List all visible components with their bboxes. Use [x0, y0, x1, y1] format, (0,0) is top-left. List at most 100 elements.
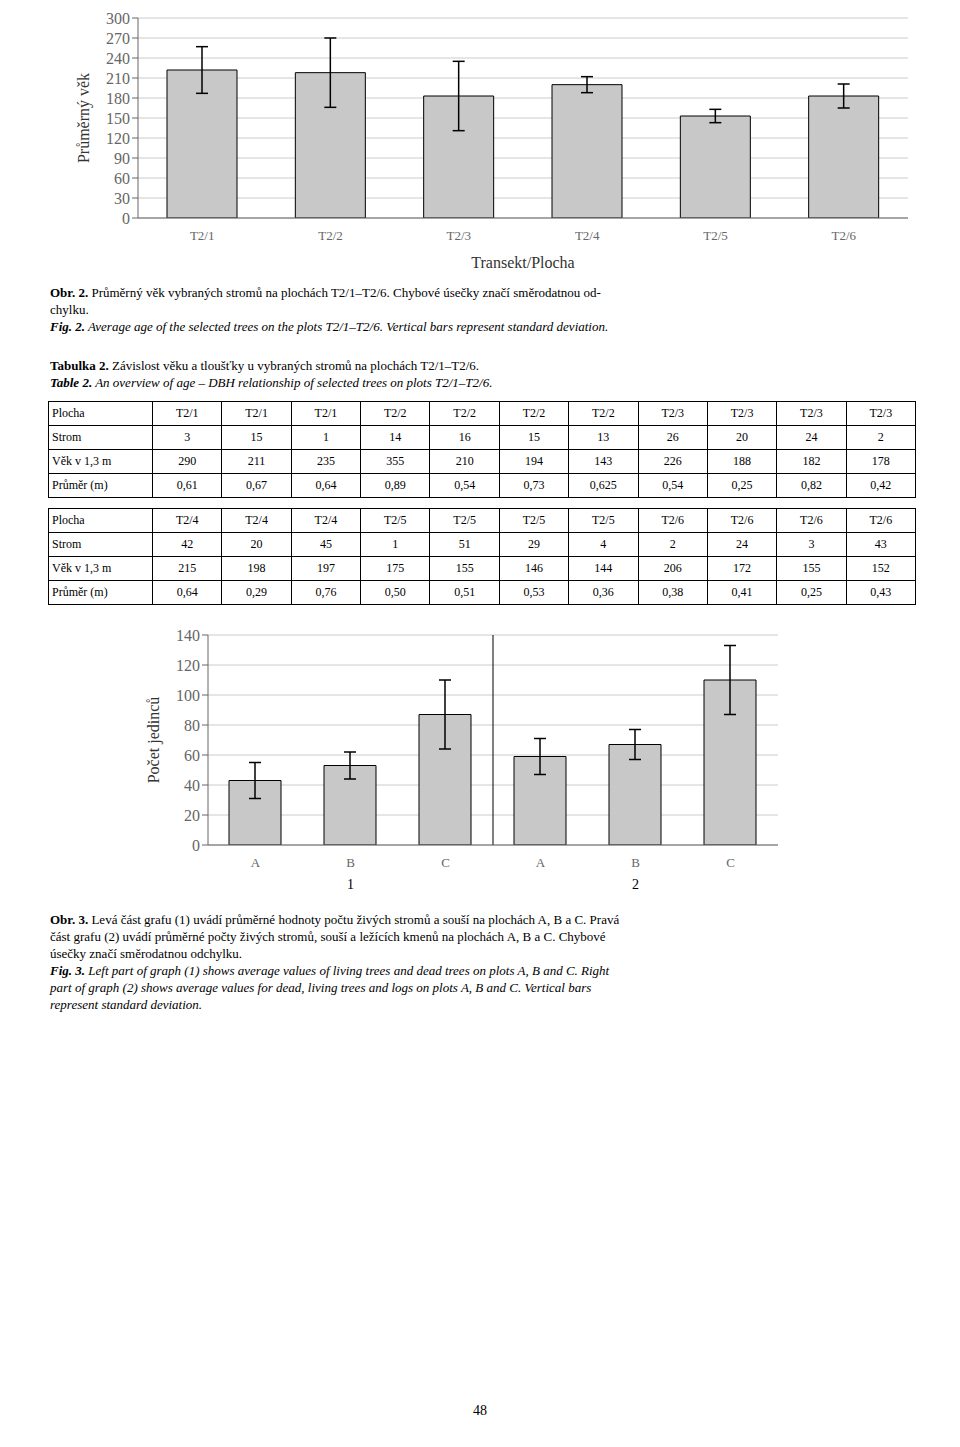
html-text:Věk v 1,3 m: Věk v 1,3 m — [52, 454, 112, 468]
svg-text:Počet jedinců: Počet jedinců — [145, 697, 163, 784]
html-text:T2/5: T2/5 — [592, 513, 615, 527]
html-text:T2/5: T2/5 — [522, 513, 546, 527]
html-text:část grafu (2) uvádí průměrné: část grafu (2) uvádí průměrné počty živý… — [50, 929, 606, 944]
html-text:Průměr (m): Průměr (m) — [52, 478, 108, 492]
svg-text:210: 210 — [106, 70, 130, 87]
svg-text:80: 80 — [184, 717, 200, 734]
svg-text:100: 100 — [176, 687, 200, 704]
html-text:úsečky značí směrodatnou odchy: úsečky značí směrodatnou odchylku. — [50, 946, 243, 961]
svg-text:60: 60 — [114, 170, 130, 187]
html-text:0,54: 0,54 — [454, 478, 476, 492]
html-text:T2/1: T2/1 — [175, 406, 199, 420]
svg-text:270: 270 — [106, 30, 130, 47]
svg-text:Průměrný věk: Průměrný věk — [75, 73, 93, 163]
html-text:355: 355 — [386, 454, 405, 468]
svg-text:C: C — [441, 855, 450, 870]
html-text:211: 211 — [247, 454, 266, 468]
html-text:T2/6: T2/6 — [800, 513, 823, 527]
svg-text:T2/5: T2/5 — [703, 228, 728, 243]
html-text:0,67: 0,67 — [246, 478, 268, 492]
svg-text:T2/4: T2/4 — [575, 228, 600, 243]
svg-text:40: 40 — [184, 777, 200, 794]
html-text:T2/6: T2/6 — [730, 513, 754, 527]
html-text:0,82: 0,82 — [800, 478, 822, 492]
html-text:0,89: 0,89 — [384, 478, 406, 492]
html-text:178: 178 — [871, 454, 890, 468]
svg-text:Transekt/Plocha: Transekt/Plocha — [471, 254, 574, 271]
svg-text:T2/2: T2/2 — [318, 228, 343, 243]
html-text:188: 188 — [733, 454, 752, 468]
svg-text:C: C — [726, 855, 735, 870]
html-text:represent standard deviation.: represent standard deviation. — [50, 997, 202, 1012]
svg-text:B: B — [631, 855, 640, 870]
html-text:0,25: 0,25 — [731, 478, 753, 492]
html-text:235: 235 — [316, 454, 335, 468]
html-text:Fig. 3. Left part of graph (1): Fig. 3. Left part of graph (1) shows ave… — [50, 963, 610, 978]
html-text:Strom: Strom — [52, 537, 82, 551]
html-text:T2/3: T2/3 — [800, 406, 823, 420]
html-text:T2/2: T2/2 — [522, 406, 546, 420]
html-text:198: 198 — [247, 561, 266, 575]
html-text:143: 143 — [594, 454, 613, 468]
svg-text:A: A — [251, 855, 261, 870]
html-text:182: 182 — [802, 454, 821, 468]
svg-text:T2/3: T2/3 — [447, 228, 472, 243]
html-text:T2/2: T2/2 — [592, 406, 615, 420]
html-text:215: 215 — [178, 561, 197, 575]
html-text:0,625: 0,625 — [589, 478, 617, 492]
svg-text:T2/6: T2/6 — [832, 228, 857, 243]
svg-text:300: 300 — [106, 10, 130, 27]
svg-text:0: 0 — [192, 837, 200, 854]
html-text:0,61: 0,61 — [176, 478, 198, 492]
html-text:T2/1: T2/1 — [245, 406, 268, 420]
html-text:T2/6: T2/6 — [661, 513, 685, 527]
svg-text:T2/1: T2/1 — [190, 228, 215, 243]
html-text:194: 194 — [525, 454, 543, 468]
html-text:T2/3: T2/3 — [661, 406, 685, 420]
html-text:Table 2. An overview of age –: Table 2. An overview of age – DBH relati… — [50, 375, 493, 390]
html-text:Tabulka 2. Závislost věku a tl: Tabulka 2. Závislost věku a tloušťky u v… — [50, 358, 480, 373]
svg-text:A: A — [536, 855, 546, 870]
svg-text:240: 240 — [106, 50, 130, 67]
html-text:T2/3: T2/3 — [730, 406, 754, 420]
html-text:Strom: Strom — [52, 430, 82, 444]
html-text:T2/5: T2/5 — [384, 513, 407, 527]
svg-text:180: 180 — [106, 90, 130, 107]
html-text:Plocha: Plocha — [52, 513, 85, 527]
html-text:T2/4: T2/4 — [314, 513, 338, 527]
svg-text:90: 90 — [114, 150, 130, 167]
html-text:Plocha: Plocha — [52, 406, 85, 420]
svg-text:30: 30 — [114, 190, 130, 207]
html-text:T2/4: T2/4 — [175, 513, 199, 527]
html-text:T2/5: T2/5 — [453, 513, 476, 527]
svg-text:B: B — [346, 855, 355, 870]
svg-text:150: 150 — [106, 110, 130, 127]
html-text:chylku.: chylku. — [50, 302, 89, 317]
html-text:226: 226 — [663, 454, 682, 468]
html-text:Věk v 1,3 m: Věk v 1,3 m — [52, 561, 112, 575]
html-text:part of graph (2) shows averag: part of graph (2) shows average values f… — [50, 980, 592, 995]
html-text:T2/1: T2/1 — [314, 406, 338, 420]
svg-text:1: 1 — [347, 877, 354, 892]
html-text:0,42: 0,42 — [870, 478, 892, 492]
html-text:T2/4: T2/4 — [245, 513, 268, 527]
html-text:210: 210 — [455, 454, 474, 468]
html-text:Fig. 2. Average age of the sel: Fig. 2. Average age of the selected tree… — [50, 319, 609, 334]
html-text:T2/6: T2/6 — [869, 513, 893, 527]
svg-text:120: 120 — [176, 657, 200, 674]
svg-text:0: 0 — [122, 210, 130, 227]
html-text:0,64: 0,64 — [315, 478, 337, 492]
html-text:T2/2: T2/2 — [384, 406, 407, 420]
html-text:T2/3: T2/3 — [869, 406, 893, 420]
svg-text:140: 140 — [176, 627, 200, 644]
html-text:Obr. 2. Průměrný věk vybraných: Obr. 2. Průměrný věk vybraných stromů na… — [50, 285, 601, 300]
html-text:0,54: 0,54 — [662, 478, 684, 492]
html-text:T2/2: T2/2 — [453, 406, 476, 420]
svg-text:120: 120 — [106, 130, 130, 147]
html-text:0,73: 0,73 — [523, 478, 545, 492]
html-text:Obr. 3. Levá část grafu (1) uv: Obr. 3. Levá část grafu (1) uvádí průměr… — [50, 912, 620, 927]
svg-text:20: 20 — [184, 807, 200, 824]
html-text:290: 290 — [178, 454, 197, 468]
svg-text:60: 60 — [184, 747, 200, 764]
svg-text:2: 2 — [632, 877, 639, 892]
